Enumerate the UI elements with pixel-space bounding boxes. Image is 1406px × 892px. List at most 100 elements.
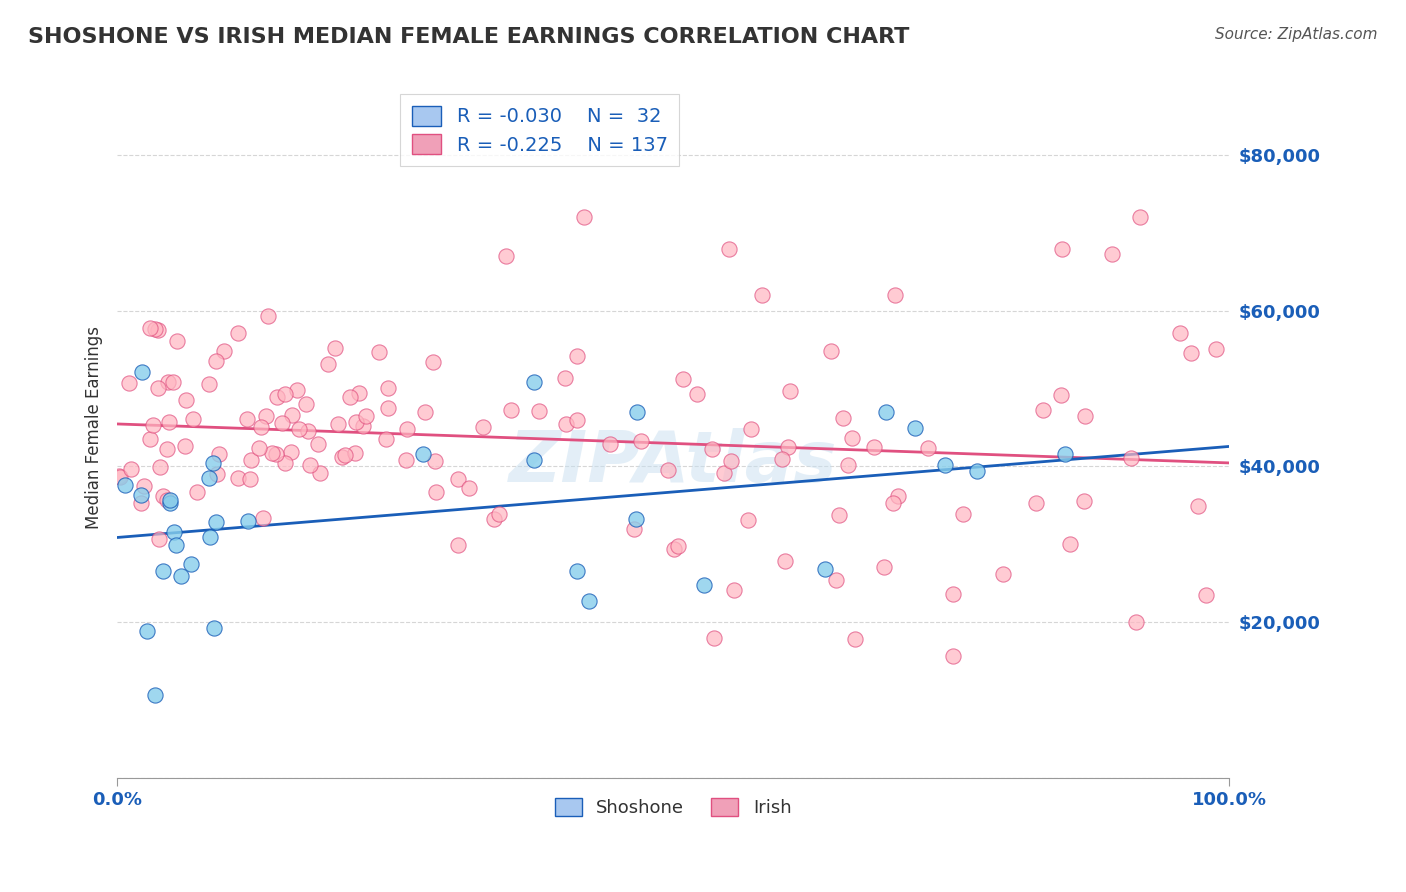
Point bbox=[204, 621, 226, 635]
Point bbox=[204, 515, 226, 529]
Point bbox=[254, 409, 277, 423]
Point bbox=[991, 566, 1014, 581]
Point bbox=[298, 458, 321, 473]
Point bbox=[565, 413, 588, 427]
Text: SHOSHONE VS IRISH MEDIAN FEMALE EARNINGS CORRELATION CHART: SHOSHONE VS IRISH MEDIAN FEMALE EARNINGS… bbox=[28, 27, 910, 46]
Point bbox=[565, 564, 588, 578]
Point bbox=[623, 522, 645, 536]
Point bbox=[1074, 409, 1097, 423]
Point bbox=[202, 456, 225, 470]
Point bbox=[396, 422, 419, 436]
Point bbox=[131, 365, 153, 379]
Point bbox=[1025, 496, 1047, 510]
Point bbox=[1170, 326, 1192, 341]
Point bbox=[872, 560, 894, 574]
Point bbox=[1119, 450, 1142, 465]
Point bbox=[170, 568, 193, 582]
Point bbox=[672, 372, 695, 386]
Point bbox=[285, 383, 308, 397]
Point bbox=[630, 434, 652, 449]
Point bbox=[668, 540, 690, 554]
Point bbox=[118, 376, 141, 391]
Point bbox=[280, 445, 302, 459]
Point bbox=[471, 420, 494, 434]
Point bbox=[356, 409, 378, 423]
Point bbox=[165, 538, 187, 552]
Point bbox=[288, 422, 311, 436]
Point bbox=[626, 405, 648, 419]
Point bbox=[1195, 588, 1218, 602]
Point bbox=[271, 416, 294, 430]
Point bbox=[197, 471, 219, 485]
Point bbox=[425, 484, 447, 499]
Point bbox=[156, 442, 179, 457]
Point bbox=[252, 510, 274, 524]
Point bbox=[368, 345, 391, 359]
Point bbox=[352, 418, 374, 433]
Point bbox=[152, 489, 174, 503]
Point bbox=[527, 404, 550, 418]
Point bbox=[377, 381, 399, 395]
Point bbox=[844, 632, 866, 647]
Point bbox=[120, 462, 142, 476]
Point bbox=[316, 357, 339, 371]
Point bbox=[422, 355, 444, 369]
Point bbox=[1050, 242, 1073, 256]
Text: Source: ZipAtlas.com: Source: ZipAtlas.com bbox=[1215, 27, 1378, 42]
Point bbox=[274, 456, 297, 470]
Point bbox=[488, 507, 510, 521]
Point bbox=[917, 442, 939, 456]
Point bbox=[198, 530, 221, 544]
Point bbox=[186, 484, 208, 499]
Point bbox=[162, 375, 184, 389]
Point bbox=[395, 453, 418, 467]
Point bbox=[330, 450, 353, 465]
Point bbox=[257, 309, 280, 323]
Point bbox=[693, 578, 716, 592]
Point bbox=[347, 385, 370, 400]
Point bbox=[814, 562, 837, 576]
Point bbox=[447, 471, 470, 485]
Legend: Shoshone, Irish: Shoshone, Irish bbox=[547, 790, 799, 824]
Point bbox=[139, 433, 162, 447]
Text: ZIPAtlas: ZIPAtlas bbox=[509, 428, 838, 497]
Point bbox=[1101, 247, 1123, 261]
Point bbox=[143, 321, 166, 335]
Point bbox=[447, 539, 470, 553]
Point bbox=[1059, 537, 1081, 551]
Point bbox=[1032, 403, 1054, 417]
Point bbox=[207, 467, 229, 481]
Point bbox=[482, 512, 505, 526]
Point bbox=[236, 514, 259, 528]
Point bbox=[942, 648, 965, 663]
Point bbox=[882, 496, 904, 510]
Point bbox=[824, 573, 846, 587]
Point bbox=[555, 417, 578, 432]
Point bbox=[152, 564, 174, 578]
Point bbox=[176, 392, 198, 407]
Point bbox=[295, 397, 318, 411]
Point bbox=[501, 402, 523, 417]
Point bbox=[181, 411, 204, 425]
Point bbox=[457, 481, 479, 495]
Point bbox=[700, 442, 723, 457]
Point bbox=[657, 463, 679, 477]
Point bbox=[1053, 447, 1076, 461]
Point bbox=[344, 446, 367, 460]
Point bbox=[146, 381, 169, 395]
Point bbox=[159, 492, 181, 507]
Point bbox=[139, 320, 162, 334]
Point bbox=[148, 532, 170, 546]
Point bbox=[145, 688, 167, 702]
Point bbox=[307, 437, 329, 451]
Point bbox=[247, 441, 270, 455]
Point bbox=[523, 375, 546, 389]
Point bbox=[751, 288, 773, 302]
Point bbox=[723, 583, 745, 598]
Point bbox=[1049, 388, 1071, 402]
Point bbox=[157, 415, 180, 429]
Point bbox=[236, 412, 259, 426]
Point bbox=[572, 211, 595, 225]
Point bbox=[773, 553, 796, 567]
Point bbox=[226, 471, 249, 485]
